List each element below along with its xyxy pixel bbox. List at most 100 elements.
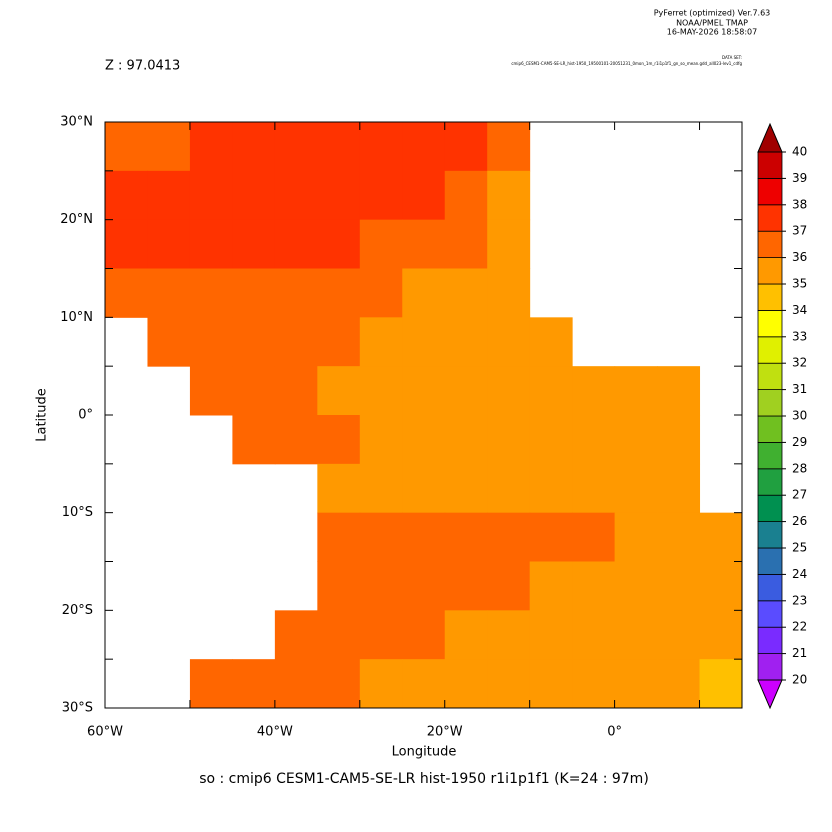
x-tick-label: 20°W: [427, 725, 463, 740]
map-cell: [189, 219, 233, 269]
map-cell: [359, 366, 403, 416]
map-cell: [572, 512, 616, 562]
map-cell: [402, 610, 446, 660]
map-cell: [487, 122, 531, 172]
colorbar-label: 29: [792, 435, 807, 449]
map-cell: [444, 463, 488, 514]
map-cell: [614, 415, 658, 465]
map-cell: [614, 366, 658, 416]
map-cell: [529, 463, 573, 514]
map-cell: [444, 610, 488, 660]
x-tick-label: 40°W: [257, 725, 293, 740]
colorbar-band: [757, 626, 783, 655]
map-cell: [359, 463, 403, 514]
map-cell: [487, 366, 531, 416]
map-cell: [359, 219, 403, 269]
colorbar-label: 32: [792, 356, 807, 370]
colorbar-label: 37: [792, 224, 807, 238]
map-cell: [699, 610, 743, 660]
map-cell: [487, 610, 531, 660]
subtitle: Z : 97.0413: [105, 59, 180, 74]
colorbar-band: [757, 230, 783, 258]
map-cell: [444, 659, 488, 709]
map-cell: [189, 317, 233, 367]
map-cells: [105, 122, 743, 709]
map-cell: [274, 317, 318, 367]
colorbar-label: 40: [792, 145, 807, 159]
colorbar-label: 30: [792, 409, 807, 423]
map-cell: [359, 317, 403, 367]
x-tick-label: 60°W: [87, 725, 123, 740]
y-tick-label: 20°S: [62, 603, 93, 618]
map-cell: [699, 659, 743, 709]
header-line: NOAA/PMEL TMAP: [676, 19, 748, 28]
colorbar-band: [757, 468, 783, 496]
map-cell: [232, 659, 276, 709]
map-cell: [274, 366, 318, 416]
x-axis-label: Longitude: [392, 745, 457, 760]
colorbar-band: [757, 521, 783, 549]
map-cell: [402, 219, 446, 269]
y-tick-label: 30°N: [60, 115, 93, 130]
colorbar-band: [757, 362, 783, 391]
colorbar-band: [757, 494, 783, 523]
map-cell: [444, 122, 488, 172]
map-cell: [657, 561, 701, 611]
map-cell: [232, 366, 276, 416]
colorbar-label: 23: [792, 593, 807, 607]
axes: 60°W 40°W 20°W 0° 30°N 20°N 10°N 0° 10°S 20°S 30°S: [60, 115, 743, 740]
map-cell: [487, 219, 531, 269]
map-cell: [317, 415, 361, 465]
colorbar-label: 31: [792, 382, 807, 396]
map-cell: [359, 512, 403, 562]
map-cell: [147, 170, 191, 221]
map-cell: [189, 170, 233, 221]
colorbar-band: [757, 177, 783, 206]
colorbar-band: [757, 204, 783, 232]
map-cell: [232, 268, 276, 318]
map-cell: [614, 463, 658, 514]
colorbar-label: 33: [792, 329, 807, 343]
map-cell: [529, 317, 573, 367]
map-cell: [274, 268, 318, 318]
map-cell: [487, 512, 531, 562]
colorbar-label: 22: [792, 620, 807, 634]
map-cell: [232, 122, 276, 172]
map-cell: [402, 512, 446, 562]
colorbar-under: [757, 679, 783, 710]
map-cell: [444, 512, 488, 562]
y-tick-label: 0°: [78, 408, 93, 423]
map-cell: [529, 561, 573, 611]
map-cell: [189, 268, 233, 318]
colorbar-band: [757, 336, 783, 364]
x-tick-label: 0°: [607, 725, 622, 740]
map-cell: [529, 366, 573, 416]
colorbar-label: 28: [792, 461, 807, 475]
colorbar-band: [757, 415, 783, 443]
map-cell: [487, 268, 531, 318]
colorbar-over: [757, 122, 783, 153]
map-cell: [274, 610, 318, 660]
map-cell: [189, 122, 233, 172]
map-cell: [105, 219, 148, 269]
colorbar-label: 34: [792, 303, 807, 317]
colorbar-label: 24: [792, 567, 807, 581]
colorbar-label: 25: [792, 541, 807, 555]
map-cell: [657, 463, 701, 514]
map-cell: [317, 561, 361, 611]
map-cell: [572, 610, 616, 660]
map-cell: [402, 561, 446, 611]
map-cell: [657, 415, 701, 465]
map-cell: [359, 122, 403, 172]
map-cell: [402, 268, 446, 318]
map-cell: [444, 561, 488, 611]
map-cell: [189, 366, 233, 416]
colorbar-band: [757, 547, 783, 575]
map-cell: [232, 219, 276, 269]
map-cell: [402, 366, 446, 416]
map-cell: [444, 219, 488, 269]
map-cell: [274, 219, 318, 269]
map-cell: [359, 610, 403, 660]
map-cell: [232, 317, 276, 367]
dataset-label: DATA SET:: [722, 55, 742, 60]
